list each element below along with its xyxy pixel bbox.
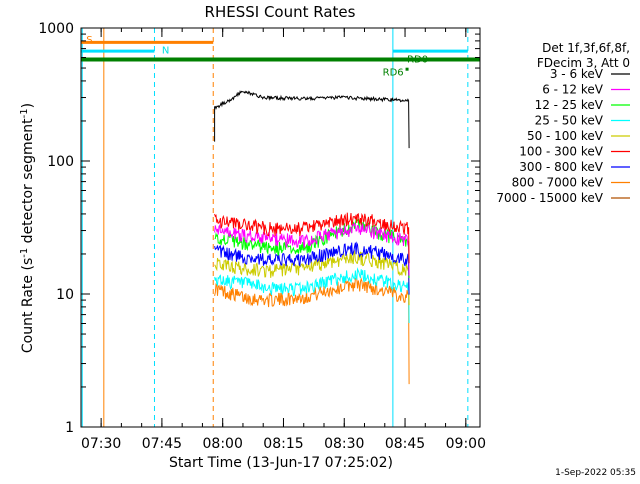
legend-label: 7000 - 15000 keV bbox=[496, 191, 603, 205]
series-line-100-300-kev bbox=[214, 212, 410, 264]
series-line-6-12-kev bbox=[214, 221, 410, 276]
y-tick-label: 10 bbox=[56, 287, 74, 303]
y-tick-label: 1 bbox=[65, 420, 74, 436]
footer-timestamp: 1-Sep-2022 05:35 bbox=[555, 468, 636, 478]
x-tick-label: 08:15 bbox=[263, 436, 303, 452]
legend-label: 50 - 100 keV bbox=[527, 129, 604, 143]
legend-label: 800 - 7000 keV bbox=[512, 176, 604, 190]
data-series-layer bbox=[214, 90, 410, 385]
rd6-marker bbox=[405, 67, 409, 71]
axes-layer: 07:30 07:45 08:00 08:15 08:30 08:45 09:00 1 10 10… bbox=[38, 21, 486, 452]
plot-frame bbox=[80, 27, 481, 428]
x-tick-label: 09:00 bbox=[446, 436, 486, 452]
x-tick-label: 07:45 bbox=[142, 436, 182, 452]
series-line-50-100-kev bbox=[214, 249, 410, 306]
series-line-3-6-kev bbox=[214, 90, 410, 149]
x-tick-label: 07:30 bbox=[81, 436, 121, 452]
legend-label: 12 - 25 keV bbox=[535, 98, 604, 112]
legend-label: 25 - 50 keV bbox=[535, 114, 604, 128]
overlay-annotation-n: N bbox=[162, 45, 169, 56]
x-axis-label: Start Time (13-Jun-17 07:25:02) bbox=[169, 455, 393, 471]
overlay-annotation-rd0: RD0 bbox=[407, 54, 428, 65]
series-line-300-800-kev bbox=[214, 241, 410, 295]
legend-label: 300 - 800 keV bbox=[519, 160, 603, 174]
overlay-annotation-s: S bbox=[86, 35, 92, 46]
legend-header-line-2: FDecim 3, Att 0 bbox=[537, 56, 630, 70]
x-tick-label: 08:45 bbox=[385, 436, 425, 452]
y-tick-label: 100 bbox=[47, 154, 74, 170]
series-line-800-7000-kev bbox=[214, 277, 410, 385]
overlay-annotation-rd6: RD6 bbox=[383, 68, 404, 79]
x-tick-label: 08:00 bbox=[203, 436, 243, 452]
legend-label: 6 - 12 keV bbox=[542, 83, 604, 97]
y-tick-label: 1000 bbox=[38, 21, 74, 37]
y-axis-label: Count Rate (s-1 detector segment-1) bbox=[19, 103, 36, 353]
x-tick-label: 08:30 bbox=[324, 436, 364, 452]
legend-label: 100 - 300 keV bbox=[519, 145, 603, 159]
series-line-25-50-kev bbox=[214, 267, 410, 324]
legend-header-line-1: Det 1f,3f,6f,8f, bbox=[542, 41, 630, 55]
legend: Det 1f,3f,6f,8f, FDecim 3, Att 0 3 - 6 k… bbox=[496, 41, 630, 205]
chart-title: RHESSI Count Rates bbox=[205, 3, 356, 21]
legend-label: 3 - 6 keV bbox=[550, 67, 604, 81]
